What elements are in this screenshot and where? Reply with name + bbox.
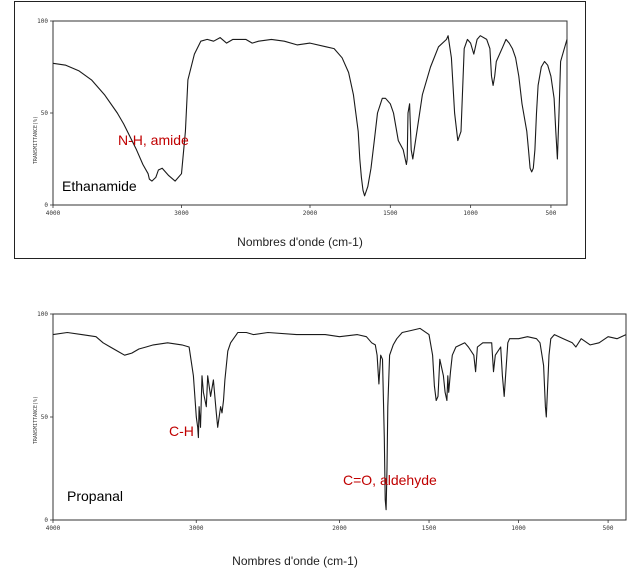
y-tick-label: 50 [41, 414, 49, 421]
x-tick-label: 1500 [422, 525, 437, 532]
y-tick-label: 100 [37, 311, 48, 318]
y-tick-label: 100 [37, 18, 48, 25]
x-axis-label: Nombres d'onde (cm-1) [237, 235, 363, 249]
peak-annotation: N-H, amide [118, 132, 189, 148]
x-tick-label: 500 [546, 210, 557, 217]
compound-name: Ethanamide [62, 178, 137, 194]
spectrum-line [52, 327, 627, 511]
spectrum-line [52, 35, 568, 197]
peak-annotation: C=O, aldehyde [343, 472, 437, 488]
compound-name: Propanal [67, 488, 123, 504]
chart-ethanamide: 4000 3000 2000 1500 1000 500 0 50 100 TRANSMITTAN… [33, 18, 568, 249]
chart-frame-ethanamide [14, 1, 586, 259]
x-tick-label: 3000 [174, 210, 189, 217]
x-axis-label: Nombres d'onde (cm-1) [232, 554, 358, 568]
x-tick-label: 2000 [332, 525, 347, 532]
x-tick-label: 500 [603, 525, 614, 532]
y-tick-label: 50 [41, 110, 49, 117]
x-tick-label: 1500 [383, 210, 398, 217]
x-tick-label: 3000 [189, 525, 204, 532]
chart-propanal: 4000 3000 2000 1500 1000 500 0 50 100 TRANSMITTAN… [33, 311, 627, 568]
y-axis-label: TRANSMITTANCE(%) [33, 116, 39, 164]
x-tick-label: 1000 [511, 525, 526, 532]
x-tick-label: 1000 [463, 210, 478, 217]
y-tick-label: 0 [44, 202, 48, 209]
y-axis-label: TRANSMITTANCE(%) [33, 396, 39, 444]
x-tick-label: 2000 [303, 210, 318, 217]
x-tick-label: 4000 [46, 525, 61, 532]
peak-annotation: C-H [169, 423, 194, 439]
y-tick-label: 0 [44, 517, 48, 524]
x-tick-label: 4000 [46, 210, 61, 217]
